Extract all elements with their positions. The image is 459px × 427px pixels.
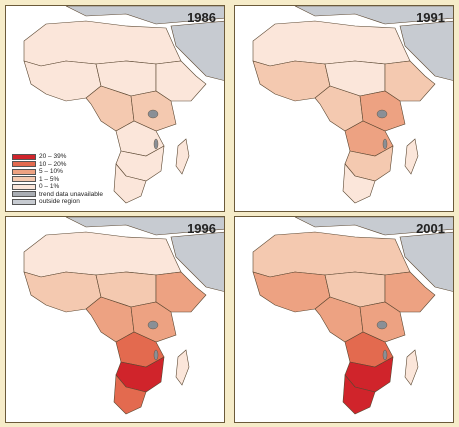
- legend-item: 10 – 20%: [12, 161, 103, 169]
- legend-item: 1 – 5%: [12, 176, 103, 184]
- legend-swatch: [12, 153, 36, 160]
- legend-label: trend data unavailable: [39, 190, 103, 198]
- outside-middle-east: [399, 20, 453, 81]
- legend-swatch: [12, 191, 36, 198]
- legend-swatch: [12, 161, 36, 168]
- map-panel-1: 1986 20 – 39% 10 – 20% 5 – 10% 1 – 5% 0 – 1%…: [5, 5, 225, 212]
- lake-malawi: [382, 138, 388, 150]
- legend-label: 5 – 10%: [39, 168, 63, 176]
- region-north-africa: [23, 231, 182, 278]
- legend-label: outside region: [39, 198, 80, 206]
- africa-map-4: [235, 217, 453, 422]
- panel-year-4: 2001: [416, 221, 445, 236]
- lake-victoria: [147, 320, 159, 330]
- legend-label: 1 – 5%: [39, 175, 60, 183]
- legend-label: 10 – 20%: [39, 160, 67, 168]
- map-panel-3: 1996: [5, 216, 225, 423]
- legend-item: 0 – 1%: [12, 183, 103, 191]
- region-southern-tip: [113, 163, 147, 204]
- legend-item: 5 – 10%: [12, 168, 103, 176]
- legend-swatch: [12, 183, 36, 190]
- region-madagascar: [404, 349, 419, 386]
- lake-victoria: [376, 320, 388, 330]
- region-southern-tip: [342, 163, 376, 204]
- region-southern-tip: [113, 374, 147, 415]
- map-panel-2: 1991: [234, 5, 454, 212]
- region-north-africa: [23, 20, 182, 67]
- outside-middle-east: [399, 231, 453, 292]
- outside-middle-east: [170, 20, 224, 81]
- legend-item: outside region: [12, 198, 103, 206]
- region-madagascar: [175, 349, 190, 386]
- legend-swatch: [12, 176, 36, 183]
- legend-label: 20 – 39%: [39, 153, 67, 161]
- legend-swatch: [12, 168, 36, 175]
- region-north-africa: [252, 231, 411, 278]
- panel-year-3: 1996: [187, 221, 216, 236]
- lake-victoria: [147, 109, 159, 119]
- lake-victoria: [376, 109, 388, 119]
- lake-malawi: [382, 349, 388, 361]
- panel-year-1: 1986: [187, 10, 216, 25]
- outside-europe: [294, 6, 453, 25]
- africa-map-1: [6, 6, 224, 211]
- lake-malawi: [153, 349, 159, 361]
- legend: 20 – 39% 10 – 20% 5 – 10% 1 – 5% 0 – 1% trend…: [12, 153, 103, 206]
- legend-item: trend data unavailable: [12, 191, 103, 199]
- region-madagascar: [175, 138, 190, 175]
- outside-europe: [65, 217, 224, 236]
- africa-map-3: [6, 217, 224, 422]
- outside-europe: [294, 217, 453, 236]
- lake-malawi: [153, 138, 159, 150]
- region-southern-tip: [342, 374, 376, 415]
- outside-middle-east: [170, 231, 224, 292]
- africa-map-2: [235, 6, 453, 211]
- legend-item: 20 – 39%: [12, 153, 103, 161]
- map-panel-4: 2001: [234, 216, 454, 423]
- outside-europe: [65, 6, 224, 25]
- region-madagascar: [404, 138, 419, 175]
- legend-swatch: [12, 198, 36, 205]
- panel-year-2: 1991: [416, 10, 445, 25]
- legend-label: 0 – 1%: [39, 183, 60, 191]
- region-north-africa: [252, 20, 411, 67]
